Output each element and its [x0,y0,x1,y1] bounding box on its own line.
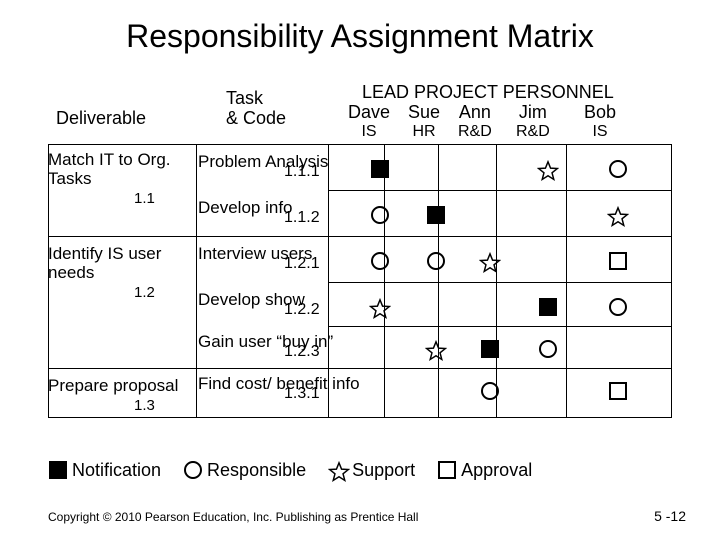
legend-icon [48,461,68,481]
legend-label: Approval [461,460,532,481]
page-title: Responsibility Assignment Matrix [0,0,720,55]
legend-icon [328,461,348,481]
person-dept: HR [408,123,440,141]
person-header: BobIS [584,102,616,141]
person-header: SueHR [408,102,440,141]
person-dept: R&D [516,123,550,141]
person-dept: IS [584,123,616,141]
person-header: JimR&D [516,102,550,141]
person-name: Jim [516,102,550,123]
task-header: Task& Code [226,88,286,128]
page-number: 5 -12 [654,508,686,524]
legend: Notification Responsible Support Approval [48,460,554,486]
legend-item: Notification [48,460,161,481]
copyright-footer: Copyright © 2010 Pearson Education, Inc.… [48,510,418,524]
person-header: DaveIS [348,102,390,141]
legend-label: Responsible [207,460,306,481]
deliverable-header: Deliverable [56,108,146,129]
person-dept: R&D [458,123,492,141]
person-header: AnnR&D [458,102,492,141]
person-name: Sue [408,102,440,123]
person-name: Dave [348,102,390,123]
lead-header: LEAD PROJECT PERSONNEL [362,82,614,103]
legend-item: Responsible [183,460,306,481]
legend-item: Support [328,460,415,481]
person-name: Bob [584,102,616,123]
legend-label: Notification [72,460,161,481]
legend-icon [183,461,203,481]
person-dept: IS [348,123,390,141]
legend-label: Support [352,460,415,481]
legend-icon [437,461,457,481]
person-name: Ann [458,102,492,123]
legend-item: Approval [437,460,532,481]
